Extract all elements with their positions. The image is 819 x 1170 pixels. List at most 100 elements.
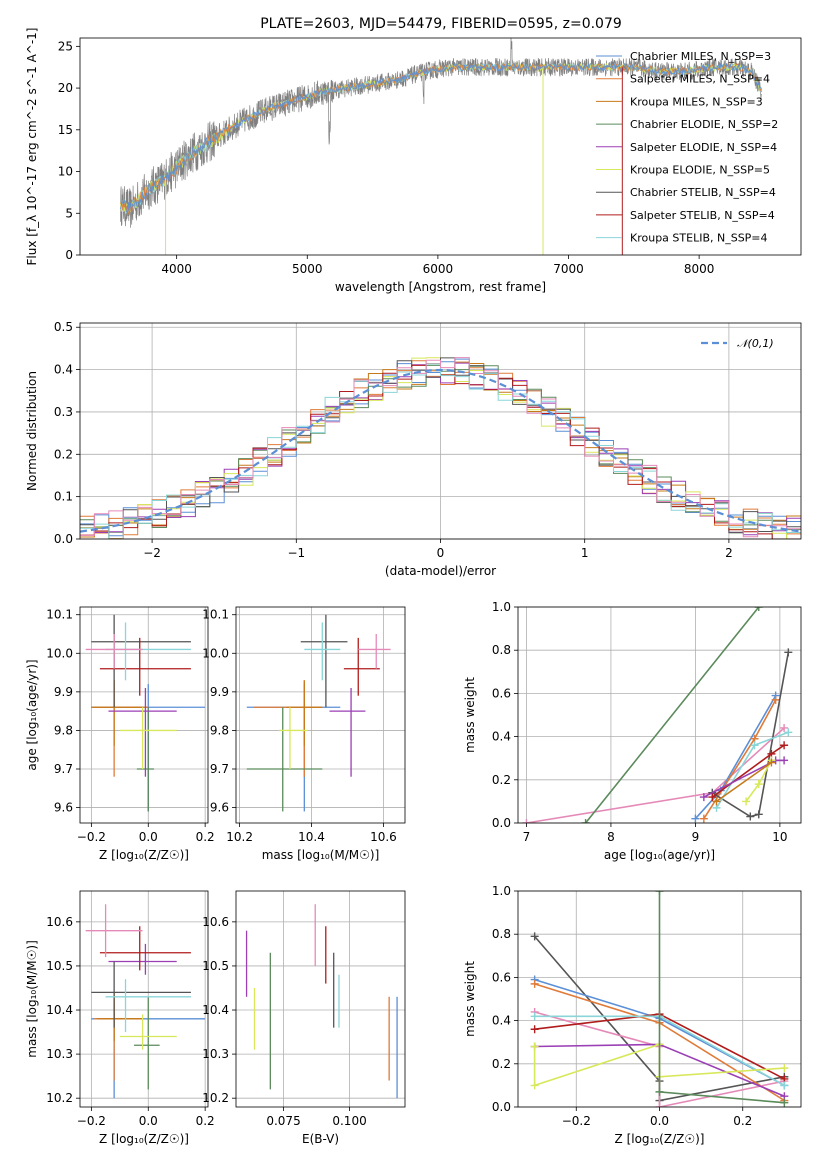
- y-tick-label: 0.2: [492, 773, 511, 787]
- series-marker: [655, 1103, 664, 1107]
- legend-entry: Kroupa MILES, N_SSP=3: [630, 95, 763, 108]
- series-marker: [754, 810, 763, 819]
- legend-entry: Chabrier MILES, N_SSP=3: [630, 50, 771, 63]
- x-tick-label: 10.2: [226, 830, 253, 844]
- legend-entry: Salpeter STELIB, N_SSP=4: [630, 209, 775, 222]
- series-marker: [754, 780, 763, 789]
- x-tick-label: 0.0: [139, 830, 158, 844]
- panel-massweight_vs_Z: −0.2 0.0 0.2 0.0 0.2 0.4 0.6 0.8 1.0 Z [log₁₀(Z/Z…: [463, 884, 802, 1146]
- x-axis-label: Z [log₁₀(Z/Z☉)]: [99, 1132, 189, 1146]
- y-tick-label: 10.4: [46, 1003, 73, 1017]
- x-tick-label: 8: [607, 830, 615, 844]
- x-tick-label: 0.2: [196, 830, 215, 844]
- x-tick-label: 5000: [292, 262, 323, 276]
- series-marker: [655, 1087, 664, 1096]
- series-marker: [780, 1098, 789, 1107]
- x-axis-label: Z [log₁₀(Z/Z☉)]: [615, 1132, 705, 1146]
- x-axis-label: age [log₁₀(age/yr)]: [604, 848, 715, 862]
- y-axis-label: Normed distribution: [25, 371, 39, 491]
- axes-frame: [79, 890, 209, 1108]
- y-tick-label: 0.6: [492, 970, 511, 984]
- y-tick-label: 20: [58, 81, 73, 95]
- x-tick-label: 1: [581, 546, 589, 560]
- axes-frame: [79, 606, 209, 824]
- y-axis-label: mass weight: [463, 961, 477, 1037]
- x-tick-label: −0.2: [77, 1114, 106, 1128]
- series-line-chabrier_stelib: [711, 652, 790, 818]
- x-tick-label: 4000: [161, 262, 192, 276]
- plot-area-residual_hist: [80, 357, 801, 539]
- y-tick-label: 10.5: [202, 959, 229, 973]
- y-tick-label: 0.0: [492, 816, 511, 830]
- legend-entry: 𝒩(0,1): [737, 337, 774, 350]
- x-axis-label: Z [log₁₀(Z/Z☉)]: [99, 848, 189, 862]
- y-tick-label: 25: [58, 39, 73, 53]
- panel-massweight_vs_age: 7 8 9 10 0.0 0.2 0.4 0.6 0.8 1.0 age [log₁₀(age/yr…: [463, 600, 802, 862]
- y-tick-label: 10.1: [202, 608, 229, 622]
- series-line-chabrier_elodie: [584, 607, 760, 823]
- y-tick-label: 1.0: [492, 884, 511, 898]
- x-tick-label: 0.0: [650, 1114, 669, 1128]
- plot-area-massweight_vs_Z: [530, 891, 789, 1107]
- series-marker: [699, 793, 708, 802]
- series-marker: [780, 1064, 789, 1073]
- x-tick-label: 6000: [423, 262, 454, 276]
- panel-mass_vs_Z: −0.2 0.0 0.2 10.2 10.3 10.4 10.5 10.6 Z [log₁₀(Z…: [25, 890, 215, 1146]
- plot-area-spectrum: [120, 38, 763, 255]
- plot-area-age_vs_Z: [85, 614, 206, 812]
- x-axis-label: E(B-V): [302, 1132, 339, 1146]
- y-tick-label: 9.8: [210, 723, 229, 737]
- x-tick-label: 0.0: [139, 1114, 158, 1128]
- y-tick-label: 10.2: [202, 1091, 229, 1105]
- x-axis-label: mass [log₁₀(M/M☉)]: [262, 848, 380, 862]
- model-line-salpeter_miles: [120, 62, 763, 216]
- y-tick-label: 9.7: [210, 762, 229, 776]
- y-tick-label: 9.7: [54, 762, 73, 776]
- legend-entry: Kroupa STELIB, N_SSP=4: [630, 232, 768, 245]
- axes-frame: [235, 606, 406, 824]
- legend-entry: Chabrier STELIB, N_SSP=4: [630, 186, 776, 199]
- y-tick-label: 0.4: [492, 1014, 511, 1028]
- y-tick-label: 0.0: [492, 1100, 511, 1114]
- series-marker: [530, 1081, 539, 1090]
- series-marker: [784, 648, 793, 657]
- panel-age_vs_mass: 10.2 10.4 10.6 9.6 9.7 9.8 9.9 10.0 10.1 mass [lo…: [202, 606, 406, 862]
- y-tick-label: 10.3: [46, 1047, 73, 1061]
- figure-title: PLATE=2603, MJD=54479, FIBERID=0595, z=0…: [260, 16, 622, 32]
- legend-entry: Chabrier ELODIE, N_SSP=2: [630, 118, 778, 131]
- series-marker: [530, 1042, 539, 1051]
- x-tick-label: −1: [287, 546, 305, 560]
- series-line-kroupa_miles: [716, 761, 772, 803]
- series-marker: [771, 695, 780, 704]
- series-line-chabrier_miles: [694, 695, 777, 820]
- series-marker: [708, 793, 717, 802]
- x-tick-label: 8000: [684, 262, 715, 276]
- x-tick-label: −0.2: [77, 830, 106, 844]
- y-tick-label: 0.6: [492, 686, 511, 700]
- series-marker: [530, 979, 539, 988]
- axes-frame: [517, 606, 802, 824]
- x-tick-label: 0.2: [733, 1114, 752, 1128]
- series-marker: [754, 607, 763, 611]
- x-tick-label: 10: [772, 830, 787, 844]
- x-tick-label: 0.2: [196, 1114, 215, 1128]
- y-axis-label: Flux [f_λ 10^-17 erg cm^-2 s^-1 A^-1]: [25, 28, 39, 266]
- y-tick-label: 10.6: [202, 915, 229, 929]
- series-marker: [750, 741, 759, 750]
- y-tick-label: 10.3: [202, 1047, 229, 1061]
- series-line-kroupa_stelib: [715, 731, 789, 809]
- y-tick-label: 9.6: [54, 801, 73, 815]
- plot-area-age_vs_mass: [246, 614, 391, 812]
- series-marker: [712, 797, 721, 806]
- x-tick-label: 10.4: [298, 830, 325, 844]
- y-axis-label: age [log₁₀(age/yr)]: [25, 659, 39, 770]
- y-tick-label: 10.2: [46, 1091, 73, 1105]
- series-marker: [581, 819, 590, 823]
- series-marker: [780, 1081, 789, 1090]
- series-marker: [767, 758, 776, 767]
- x-tick-label: 9: [692, 830, 700, 844]
- y-tick-label: 10.5: [46, 959, 73, 973]
- plot-area-mass_vs_Z: [85, 904, 206, 1099]
- axes-frame: [517, 890, 802, 1108]
